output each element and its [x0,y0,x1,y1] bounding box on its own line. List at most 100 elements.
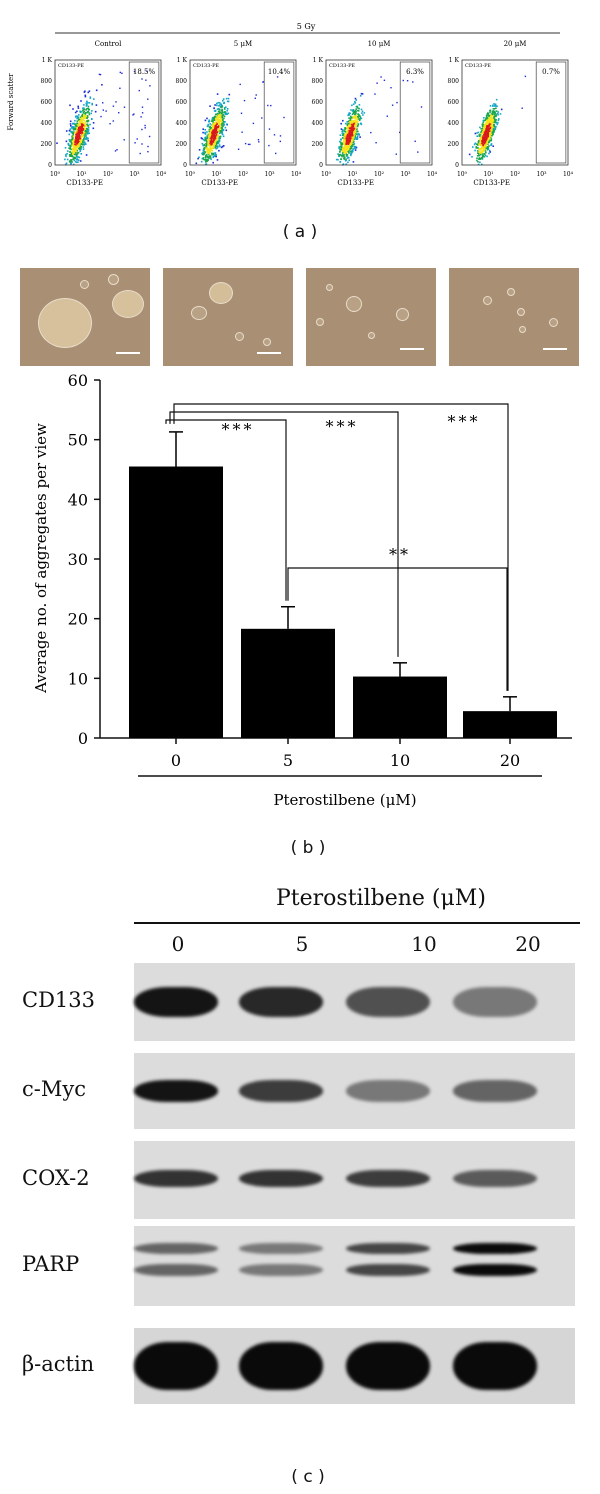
single-cell [549,318,558,327]
gate-percent: 6.3% [406,68,424,76]
bar [353,676,447,738]
significance-bracket [173,403,509,691]
y-tick-label: 20 [68,610,88,629]
significance-bracket [287,567,508,691]
flow-x-tick: 10² [103,171,114,178]
single-cell [326,284,333,291]
gate-box [399,61,431,164]
flow-x-tick: 10¹ [76,171,86,178]
flow-y-tick: 800 [176,78,188,85]
blot-strip [134,1141,575,1219]
bar [241,628,335,738]
blot-label: β-actin [22,1352,95,1376]
aggregate-bar-chart: Average no. of aggregates per view Ptero… [32,371,572,809]
single-cell [263,338,271,346]
flow-plot-title: 20 μM [504,40,527,48]
significance-brackets: *** *** ***** [165,403,509,691]
density-dots [468,75,527,166]
flow-plot: 20 μM 0.7% CD133-PE 1 K 800 600 400 200 0 10⁰ 10¹ 1… [448,40,574,187]
protein-band [134,1169,218,1188]
flow-y-tick: 1 K [313,57,324,64]
gate-percent: 18.5% [133,68,156,76]
protein-band [346,1169,430,1188]
flow-plot-frame [189,59,297,166]
flow-y-tick: 0 [48,162,52,169]
scale-bar [543,348,567,350]
significance-label: *** [222,420,255,439]
blot-strip [134,1328,575,1404]
y-tick-label: 40 [68,490,88,509]
density-dots [195,76,285,166]
single-cell [519,326,526,333]
flow-plot: Control 18.5% CD133-PE 1 K 800 600 400 200 0 10⁰ 1… [41,40,167,187]
y-tick-label: 30 [68,550,88,569]
panel-a-label: ( a ) [282,222,318,242]
single-cell [316,318,324,326]
dose-header: 5 Gy [297,22,316,31]
flow-plot-frame [325,59,433,166]
flow-x-tick: 10³ [400,171,411,178]
flow-x-tick: 10⁰ [321,171,332,178]
significance-label: ** [389,545,411,564]
flow-y-tick: 200 [41,141,53,148]
density-dots [335,76,423,166]
protein-band [453,987,537,1017]
lane-labels: 0 5 10 20 [0,932,600,962]
bar [463,711,557,738]
y-tick-label: 60 [68,371,88,390]
blot-label: PARP [22,1252,80,1276]
flow-y-tick: 0 [319,162,323,169]
single-cell [235,332,244,341]
x-tick-label: 0 [171,751,181,770]
lane-label: 5 [295,932,309,956]
flow-plot-frame [461,59,569,166]
sphere-aggregate [209,282,233,304]
gate-percent: 0.7% [542,68,560,76]
y-ticks: 0 10 20 30 40 50 60 [68,371,100,748]
lane-label: 10 [411,932,437,956]
x-tick-label: 10 [390,751,410,770]
flow-x-tick: 10⁰ [50,171,61,178]
significance-bracket [169,411,399,657]
micrograph-10uM [306,268,436,366]
significance-bracket [165,419,287,601]
protein-band [134,1263,218,1277]
flow-y-tick: 600 [41,99,53,106]
gate-label: CD133-PE [193,63,219,69]
flow-x-tick: 10⁴ [427,171,438,178]
blot-strip [134,1226,575,1306]
protein-band [239,987,323,1017]
flow-x-tick: 10³ [129,171,140,178]
flow-y-tick: 200 [176,141,188,148]
density-dots [56,70,151,166]
scale-bar [257,352,281,354]
flow-y-tick: 0 [183,162,187,169]
protein-band [453,1169,537,1188]
scale-bar [400,348,424,350]
protein-band [134,1080,218,1102]
blot-label: CD133 [22,988,95,1012]
protein-band [453,1242,537,1254]
single-cell [108,274,119,285]
protein-band [346,1080,430,1102]
blot-strip [134,1053,575,1129]
lane-label: 0 [171,932,185,956]
flow-x-axis-label: CD133-PE [201,179,238,187]
flow-x-tick: 10³ [264,171,275,178]
western-blot-title-line [134,922,580,924]
gate-label: CD133-PE [58,63,84,69]
flow-y-tick: 0 [455,162,459,169]
y-axis-label: Average no. of aggregates per view [32,423,50,694]
panel-b-label: ( b ) [290,838,326,858]
flow-x-tick: 10¹ [347,171,357,178]
single-cell [507,288,515,296]
flow-x-tick: 10² [374,171,385,178]
flow-y-tick: 800 [448,78,460,85]
single-cell [368,332,375,339]
single-cell [483,296,492,305]
flow-x-tick: 10⁴ [563,171,574,178]
flow-x-tick: 10⁴ [291,171,302,178]
flow-x-axis-label: CD133-PE [473,179,510,187]
western-blot-title: Pterostilbene (μM) [276,886,486,911]
sphere-aggregate [191,306,207,320]
